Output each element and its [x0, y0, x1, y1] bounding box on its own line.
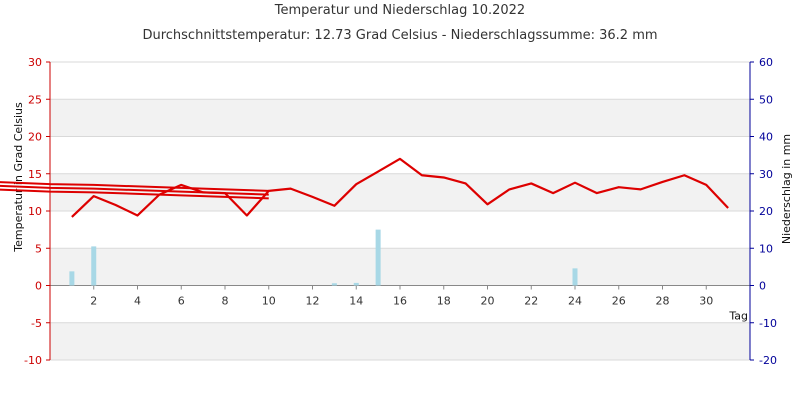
left-tick-label: 5 [35, 242, 42, 255]
x-tick-label: 18 [437, 295, 451, 308]
left-tick-label: -5 [31, 317, 42, 330]
plot-band [50, 211, 750, 249]
left-axis-title: Temperatur in Grad Celsius [12, 102, 25, 253]
precip-bar [69, 271, 75, 286]
x-tick-label: 4 [134, 295, 141, 308]
x-tick-label: 8 [222, 295, 229, 308]
artifact-line [0, 184, 269, 196]
precip-bar [375, 229, 381, 286]
left-tick-label: -10 [24, 354, 42, 367]
x-tick-label: 12 [306, 295, 320, 308]
right-tick-label: 40 [759, 131, 773, 144]
plot-band [50, 173, 750, 211]
right-tick-label: 30 [759, 168, 773, 181]
left-tick-label: 20 [28, 131, 42, 144]
artifact-line [0, 181, 269, 192]
x-tick-label: 2 [90, 295, 97, 308]
right-tick-label: 10 [759, 242, 773, 255]
plot-band [50, 322, 750, 360]
precip-bar [91, 246, 97, 286]
x-tick-label: 26 [612, 295, 626, 308]
right-tick-label: -20 [759, 354, 777, 367]
right-tick-label: 0 [759, 280, 766, 293]
left-tick-label: 10 [28, 205, 42, 218]
plot-band [50, 136, 750, 174]
x-tick-label: 22 [524, 295, 538, 308]
artifact-line [0, 188, 269, 200]
plot-band [50, 99, 750, 137]
right-tick-label: -10 [759, 317, 777, 330]
x-tick-label: 28 [656, 295, 670, 308]
left-tick-label: 0 [35, 280, 42, 293]
x-tick-label: 6 [178, 295, 185, 308]
right-tick-label: 60 [759, 56, 773, 69]
left-tick-label: 15 [28, 168, 42, 181]
left-tick-label: 30 [28, 56, 42, 69]
chart-subtitle: Durchschnittstemperatur: 12.73 Grad Cels… [142, 28, 658, 43]
x-tick-label: 24 [568, 295, 582, 308]
chart-title: Temperatur und Niederschlag 10.2022 [274, 3, 526, 18]
left-tick-label: 25 [28, 93, 42, 106]
x-tick-label: 10 [262, 295, 276, 308]
x-tick-label: 16 [393, 295, 407, 308]
plot-band [50, 248, 750, 286]
precip-bar [572, 268, 578, 286]
x-tick-label: 20 [481, 295, 495, 308]
temperature-line [71, 157, 729, 218]
x-axis-title: Tag [728, 310, 748, 323]
plot-band [50, 285, 750, 323]
right-tick-label: 50 [759, 93, 773, 106]
x-tick-label: 14 [349, 295, 363, 308]
plot-band [50, 62, 750, 100]
right-axis-title: Niederschlag in mm [780, 134, 793, 244]
right-tick-label: 20 [759, 205, 773, 218]
x-tick-label: 30 [699, 295, 713, 308]
precip-bar [331, 283, 337, 286]
precip-bar [353, 282, 359, 286]
